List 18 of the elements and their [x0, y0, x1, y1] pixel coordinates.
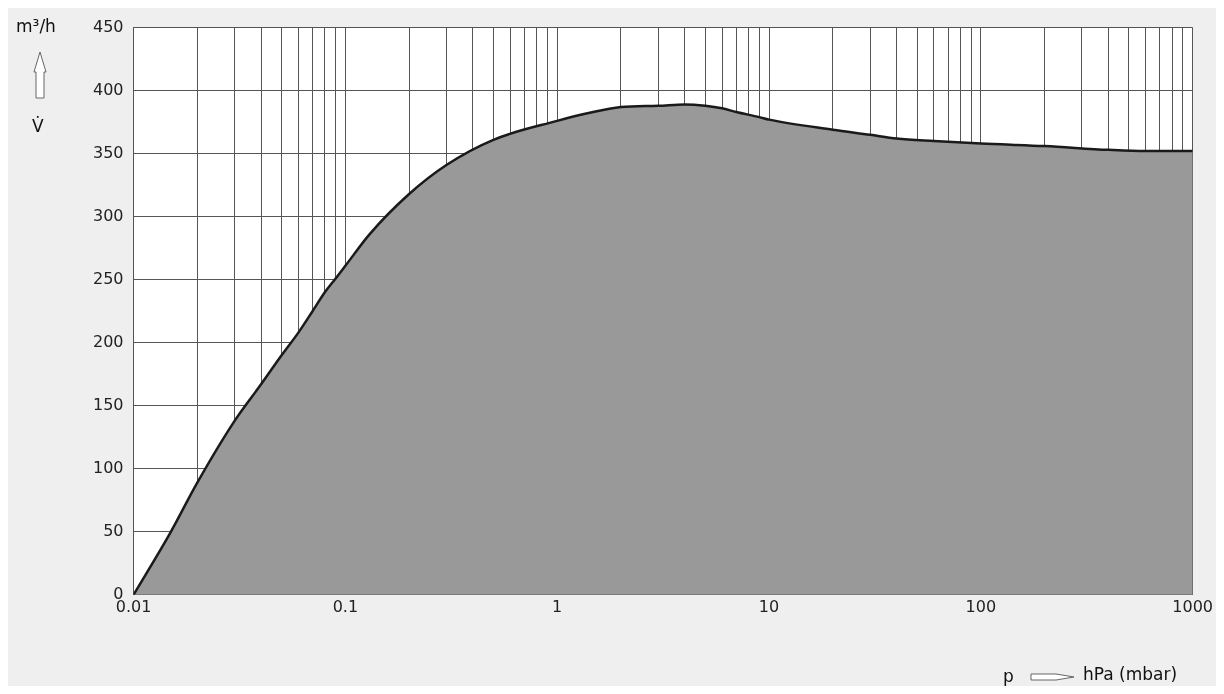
y-tick-label: 450 — [92, 16, 124, 36]
y-axis-title: m³/h — [16, 16, 56, 36]
y-tick-label: 150 — [92, 394, 124, 414]
x-tick-label: 1000 — [1172, 596, 1213, 616]
text: p — [1003, 666, 1014, 686]
y-tick-label: 300 — [92, 205, 124, 225]
y-tick-label: 400 — [92, 79, 124, 99]
x-axis-title: hPa (mbar) — [1083, 664, 1178, 684]
x-tick-label: 1 — [552, 596, 563, 616]
y-tick-label: 200 — [92, 331, 124, 351]
text: V̇ — [32, 116, 44, 136]
x-tick-label: 100 — [965, 596, 997, 616]
x-tick-label: 0.1 — [332, 596, 359, 616]
y-tick-label: 250 — [92, 268, 124, 288]
x-tick-label: 10 — [758, 596, 780, 616]
y-tick-label: 100 — [92, 457, 124, 477]
y-tick-label: 50 — [103, 520, 124, 540]
y-tick-label: 350 — [92, 142, 124, 162]
